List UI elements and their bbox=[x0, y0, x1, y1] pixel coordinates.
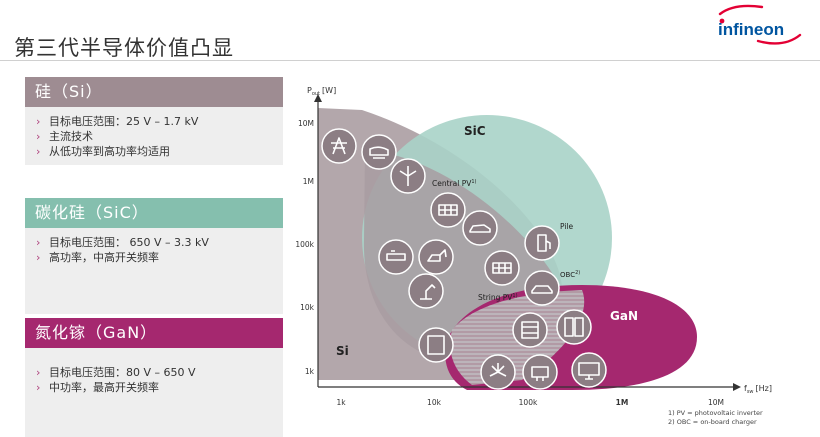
si-label: Si bbox=[336, 344, 349, 358]
list-item: › 目标电压范围：80 V – 650 V bbox=[36, 366, 196, 379]
power-frequency-chart: Pout [W] fsw [Hz] 10M 1M 100k 10k 1k 1k 10… bbox=[295, 86, 772, 407]
fan-icon bbox=[480, 354, 516, 390]
panel-sic-body: › 目标电压范围： 650 V – 3.3 kV › 高功率，中高开关频率 bbox=[25, 228, 283, 314]
power-tower-icon bbox=[321, 128, 357, 164]
panel-gan: 氮化镓（GaN） › 目标电压范围：80 V – 650 V › 中功率，最高开关频… bbox=[25, 318, 283, 437]
adapter-icon bbox=[522, 354, 558, 390]
panel-gan-title: 氮化镓（GaN） bbox=[25, 318, 283, 348]
gan-label: GaN bbox=[610, 309, 638, 323]
page-title: 第三代半导体价值凸显 bbox=[14, 36, 234, 60]
washing-machine-icon bbox=[418, 327, 454, 363]
string-pv-label: String PV1) bbox=[478, 293, 518, 302]
infineon-logo: infineon bbox=[718, 4, 802, 45]
excavator-icon bbox=[418, 239, 454, 275]
list-item: › 目标电压范围： 650 V – 3.3 kV bbox=[36, 236, 209, 249]
y-tick-100k: 100k bbox=[295, 240, 314, 249]
x-tick-100k: 100k bbox=[519, 398, 538, 407]
ev-charger-pile-icon bbox=[524, 225, 560, 261]
data-center-icon bbox=[556, 309, 592, 345]
panel-gan-body: › 目标电压范围：80 V – 650 V › 中功率，最高开关频率 bbox=[25, 348, 283, 437]
footnote-obc: 2) OBC = on-board charger bbox=[668, 418, 757, 426]
monitor-icon bbox=[571, 352, 607, 388]
x-tick-10M: 10M bbox=[708, 398, 724, 407]
ev-car-charging-icon bbox=[524, 270, 560, 306]
wind-turbine-icon bbox=[390, 158, 426, 194]
list-item: › 主流技术 bbox=[36, 130, 93, 143]
string-solar-icon bbox=[484, 250, 520, 286]
robot-arm-icon bbox=[408, 273, 444, 309]
panel-sic-title: 碳化硅（SiC） bbox=[25, 198, 283, 228]
panel-sic: 碳化硅（SiC） › 目标电压范围： 650 V – 3.3 kV › 高功率，中高… bbox=[25, 198, 283, 314]
panel-si: 硅（Si） › 目标电压范围：25 V – 1.7 kV › 主流技术 › 从低功率到… bbox=[25, 77, 283, 165]
list-item: › 从低功率到高功率均适用 bbox=[36, 145, 170, 158]
panel-si-body: › 目标电压范围：25 V – 1.7 kV › 主流技术 › 从低功率到高功率均适用 bbox=[25, 107, 283, 165]
solar-panel-icon bbox=[430, 192, 466, 228]
list-item: › 高功率，中高开关频率 bbox=[36, 251, 159, 264]
footnotes: 1) PV = photovoltaic inverter 2) OBC = o… bbox=[668, 409, 763, 427]
pile-label: Pile bbox=[560, 222, 574, 231]
y-tick-10M: 10M bbox=[298, 119, 314, 128]
train-icon bbox=[361, 134, 397, 170]
y-tick-1M: 1M bbox=[303, 177, 314, 186]
list-item: › 中功率，最高开关频率 bbox=[36, 381, 159, 394]
conveyor-icon bbox=[378, 239, 414, 275]
y-tick-1k: 1k bbox=[305, 367, 315, 376]
list-item: › 目标电压范围：25 V – 1.7 kV bbox=[36, 115, 199, 128]
server-rack-icon bbox=[512, 312, 548, 348]
svg-text:Pout[W]: Pout [W] bbox=[307, 86, 336, 97]
central-pv-label: Central PV1) bbox=[432, 179, 477, 188]
y-tick-10k: 10k bbox=[300, 303, 315, 312]
obc-label: OBC2) bbox=[560, 270, 580, 279]
title-divider bbox=[0, 60, 820, 61]
brand-name: infineon bbox=[718, 20, 784, 39]
car-icon bbox=[462, 210, 498, 246]
x-tick-1M: 1M bbox=[616, 398, 629, 407]
sic-label: SiC bbox=[464, 124, 486, 138]
footnote-pv: 1) PV = photovoltaic inverter bbox=[668, 409, 763, 417]
svg-text:fsw[Hz]: fsw [Hz] bbox=[744, 384, 772, 395]
x-tick-1k: 1k bbox=[336, 398, 346, 407]
panel-si-title: 硅（Si） bbox=[25, 77, 283, 107]
x-tick-10k: 10k bbox=[427, 398, 442, 407]
